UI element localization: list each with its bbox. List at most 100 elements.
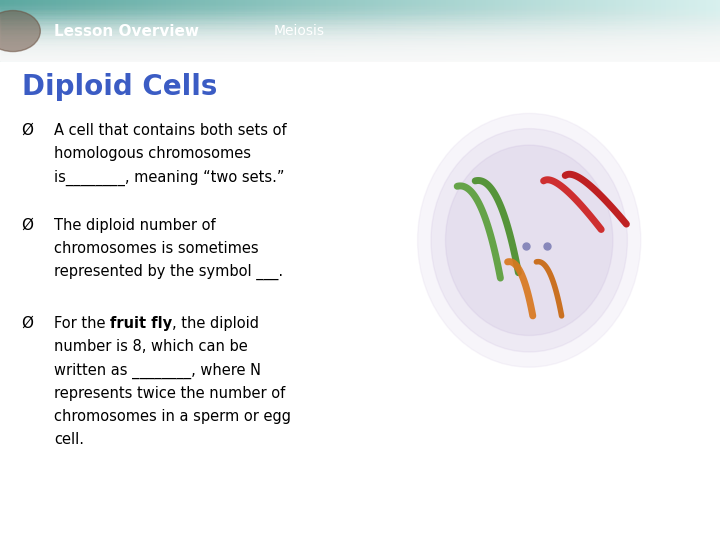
Bar xyxy=(279,0,281,62)
Bar xyxy=(119,0,121,62)
Bar xyxy=(196,0,198,62)
Bar xyxy=(0,37,720,60)
Bar xyxy=(679,0,680,62)
Bar xyxy=(649,0,652,62)
Text: is________, meaning “two sets.”: is________, meaning “two sets.” xyxy=(54,170,284,186)
Bar xyxy=(101,0,102,62)
Bar xyxy=(477,0,479,62)
Bar xyxy=(539,0,540,62)
Bar xyxy=(376,0,378,62)
Bar xyxy=(599,0,601,62)
Bar xyxy=(292,0,294,62)
Bar xyxy=(632,0,634,62)
Bar xyxy=(114,0,115,62)
Bar xyxy=(245,0,246,62)
Bar xyxy=(18,0,20,62)
Bar xyxy=(635,0,637,62)
Bar xyxy=(0,28,720,60)
Bar xyxy=(301,0,302,62)
Bar xyxy=(166,0,167,62)
Bar xyxy=(475,0,477,62)
Bar xyxy=(72,0,73,62)
Bar xyxy=(9,0,11,62)
Bar xyxy=(186,0,187,62)
Bar xyxy=(0,58,720,61)
Text: cell.: cell. xyxy=(54,432,84,447)
Bar xyxy=(359,0,360,62)
Bar xyxy=(423,0,425,62)
Bar xyxy=(47,0,49,62)
Bar xyxy=(383,0,385,62)
Bar xyxy=(323,0,324,62)
Bar xyxy=(0,20,720,60)
Bar xyxy=(167,0,169,62)
Bar xyxy=(713,0,714,62)
Bar xyxy=(340,0,342,62)
Bar xyxy=(277,0,279,62)
Bar xyxy=(265,0,266,62)
Bar xyxy=(0,36,720,60)
Bar xyxy=(500,0,503,62)
Bar xyxy=(45,0,47,62)
Bar xyxy=(630,0,632,62)
Bar xyxy=(347,0,349,62)
Bar xyxy=(659,0,661,62)
Bar xyxy=(641,0,642,62)
Bar xyxy=(143,0,144,62)
Bar xyxy=(714,0,716,62)
Bar xyxy=(652,0,654,62)
Bar xyxy=(392,0,395,62)
Bar xyxy=(0,16,720,60)
Bar xyxy=(0,6,720,60)
Text: For the: For the xyxy=(54,316,110,331)
Bar xyxy=(97,0,99,62)
Bar xyxy=(0,24,720,60)
Bar xyxy=(625,0,626,62)
Bar xyxy=(0,59,720,61)
Bar xyxy=(558,0,560,62)
Bar xyxy=(76,0,78,62)
Bar xyxy=(0,9,720,60)
Bar xyxy=(176,0,179,62)
Bar xyxy=(374,0,376,62)
Bar xyxy=(572,0,575,62)
Bar xyxy=(79,0,81,62)
Bar xyxy=(344,0,346,62)
Bar xyxy=(431,0,432,62)
Bar xyxy=(270,0,272,62)
Bar xyxy=(707,0,709,62)
Bar xyxy=(522,0,524,62)
Text: written as ________, where N: written as ________, where N xyxy=(54,362,261,379)
Bar xyxy=(547,0,549,62)
Bar xyxy=(112,0,114,62)
Bar xyxy=(0,32,720,60)
Bar xyxy=(308,0,310,62)
Bar xyxy=(626,0,628,62)
Bar xyxy=(589,0,590,62)
Bar xyxy=(328,0,330,62)
Bar xyxy=(205,0,207,62)
Bar xyxy=(515,0,517,62)
Bar xyxy=(608,0,611,62)
Bar xyxy=(611,0,612,62)
Bar xyxy=(628,0,630,62)
Bar xyxy=(518,0,521,62)
Bar xyxy=(0,21,720,60)
Bar xyxy=(144,0,145,62)
Bar xyxy=(691,0,693,62)
Bar xyxy=(701,0,702,62)
Bar xyxy=(157,0,158,62)
Bar xyxy=(416,0,418,62)
Bar xyxy=(151,0,153,62)
Bar xyxy=(462,0,464,62)
Bar xyxy=(320,0,323,62)
Bar xyxy=(567,0,569,62)
Bar xyxy=(140,0,143,62)
Bar xyxy=(65,0,66,62)
Bar xyxy=(295,0,297,62)
Text: Ø: Ø xyxy=(22,123,34,138)
Bar xyxy=(511,0,513,62)
Bar xyxy=(666,0,668,62)
Bar xyxy=(647,0,648,62)
Bar xyxy=(169,0,171,62)
